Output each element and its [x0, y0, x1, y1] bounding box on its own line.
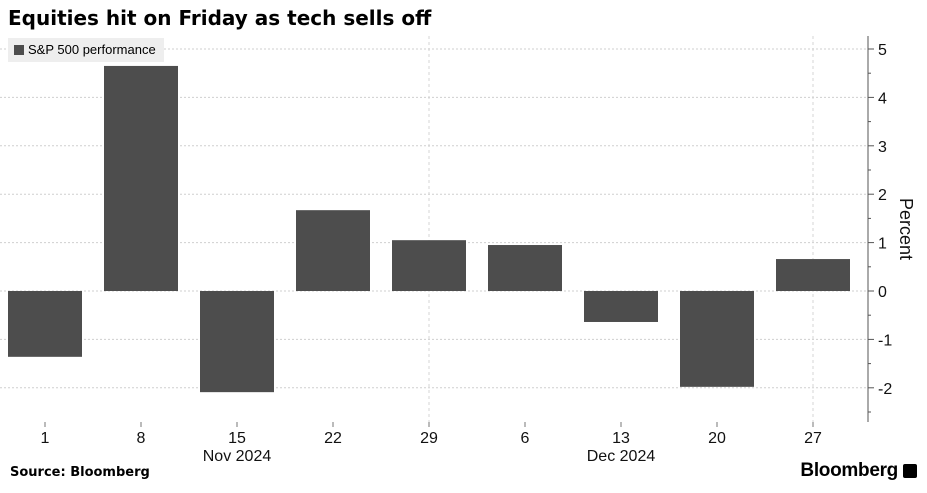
x-month-label: Nov 2024	[203, 448, 272, 465]
legend-label: S&P 500 performance	[28, 42, 156, 57]
y-tick-label: 2	[878, 187, 887, 204]
bloomberg-chart-icon	[903, 464, 917, 478]
source-note: Source: Bloomberg	[10, 465, 150, 480]
bar	[296, 210, 370, 291]
bar	[488, 245, 562, 291]
bar	[776, 259, 850, 291]
y-tick-label: 5	[878, 42, 887, 59]
y-tick-label: -1	[878, 332, 892, 349]
x-tick-label: 15	[228, 430, 246, 447]
y-tick-label: 3	[878, 139, 887, 156]
chart-title: Equities hit on Friday as tech sells off	[8, 6, 432, 30]
x-tick-label: 8	[137, 430, 146, 447]
x-month-label: Dec 2024	[587, 448, 656, 465]
x-tick-label: 27	[804, 430, 822, 447]
bar	[104, 65, 178, 291]
legend: S&P 500 performance	[8, 38, 164, 62]
bloomberg-logo: Bloomberg	[800, 460, 917, 482]
legend-swatch	[14, 44, 24, 55]
x-tick-label: 29	[420, 430, 438, 447]
y-tick-label: 1	[878, 236, 887, 253]
x-tick-label: 22	[324, 430, 342, 447]
y-tick-label: -2	[878, 381, 892, 398]
y-axis-title: Percent	[896, 198, 916, 260]
x-tick-label: 20	[708, 430, 726, 447]
bar	[680, 291, 754, 387]
bar	[584, 291, 658, 322]
bar	[8, 291, 82, 357]
x-tick-label: 13	[612, 430, 630, 447]
y-tick-label: 0	[878, 284, 887, 301]
brand-name: Bloomberg	[800, 460, 898, 481]
bar	[200, 291, 274, 393]
x-tick-label: 1	[41, 430, 50, 447]
y-tick-label: 4	[878, 90, 887, 107]
x-tick-label: 6	[521, 430, 530, 447]
bar	[392, 240, 466, 291]
